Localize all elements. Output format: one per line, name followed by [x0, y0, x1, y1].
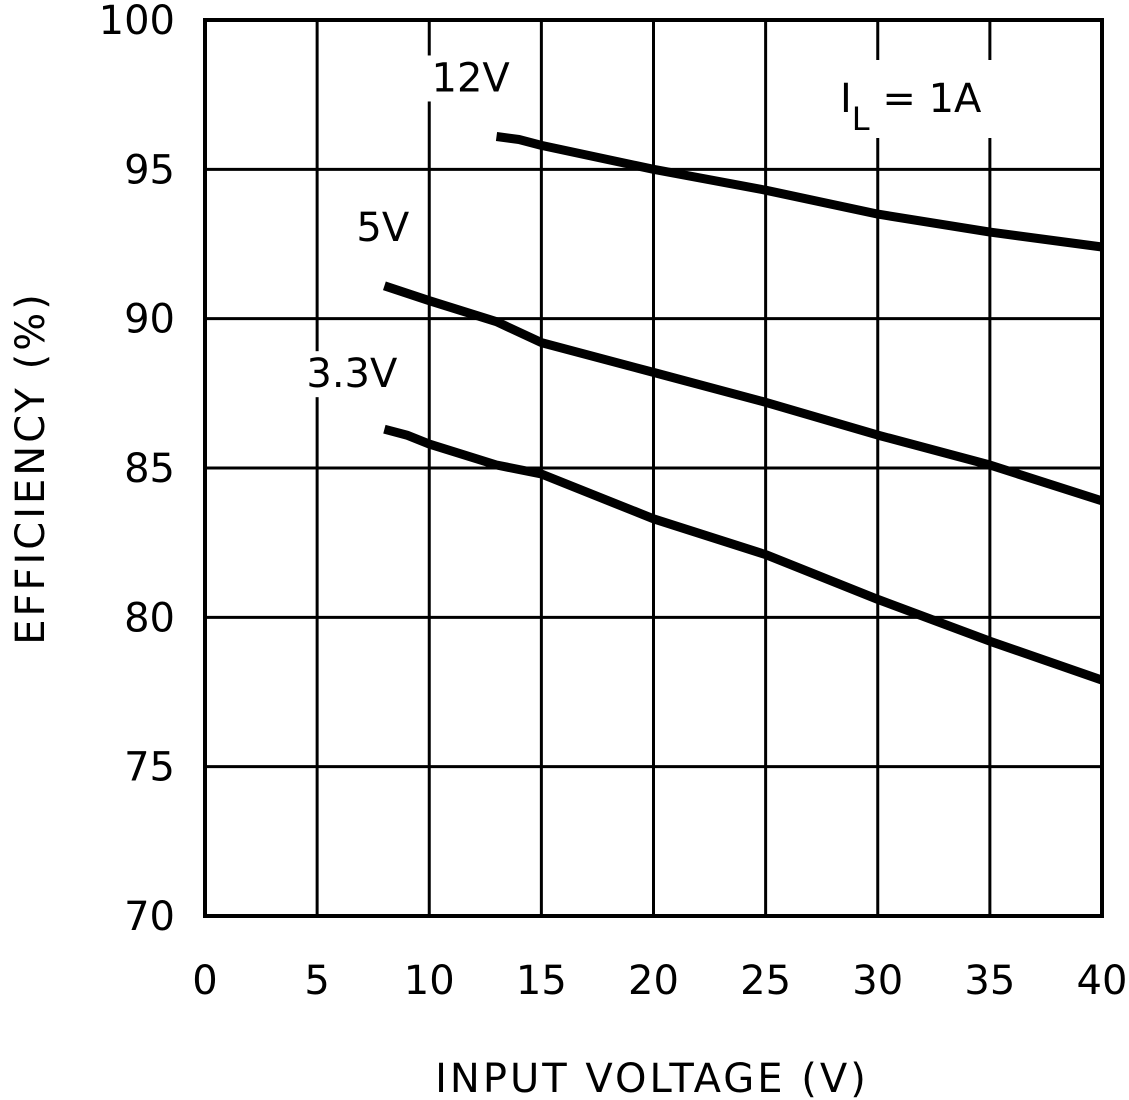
x-tick-label: 25: [740, 958, 791, 1004]
x-tick-label: 40: [1077, 958, 1128, 1004]
series-line-0: [495, 132, 1103, 252]
y-tick-labels: 70 75 80 85 90 95 100: [99, 0, 175, 940]
annotation-background: [828, 60, 1038, 138]
annotation-subscript: L: [852, 100, 870, 138]
annotation-symbol: I: [840, 76, 852, 122]
y-tick-label: 100: [99, 0, 175, 44]
series-labels: 12V 5V 3.3V: [301, 55, 512, 398]
x-tick-label: 30: [852, 958, 903, 1004]
x-tick-label: 5: [304, 958, 329, 1004]
x-tick-label: 20: [628, 958, 679, 1004]
annotation-value: = 1A: [870, 76, 982, 122]
series-line-2: [383, 424, 1104, 685]
series-label-background: [351, 204, 412, 251]
y-axis-title: EFFICIENCY (%): [8, 291, 54, 645]
series-label-background: [301, 351, 412, 398]
series-label-2: 3.3V: [306, 351, 398, 397]
series-label-1: 5V: [356, 205, 409, 251]
x-tick-label: 15: [516, 958, 567, 1004]
x-tick-label: 0: [192, 958, 217, 1004]
x-axis-title: INPUT VOLTAGE (V): [435, 1056, 869, 1100]
series-lines: [382, 132, 1104, 685]
plot-frame: [203, 18, 1104, 918]
x-tick-label: 35: [964, 958, 1015, 1004]
x-tick-label: 10: [404, 958, 455, 1004]
series-label-0: 12V: [432, 55, 511, 101]
x-tick-labels: 0 5 10 15 20 25 30 35 40: [192, 958, 1127, 1004]
y-tick-label: 85: [124, 446, 175, 492]
grid: [203, 18, 1104, 918]
y-tick-label: 75: [124, 745, 175, 791]
y-tick-label: 90: [124, 297, 175, 343]
load-current-annotation: IL = 1A: [840, 76, 982, 138]
series-line-1: [382, 281, 1104, 506]
y-tick-label: 70: [124, 894, 175, 940]
y-tick-label: 95: [124, 147, 175, 193]
y-tick-label: 80: [124, 595, 175, 641]
series-label-background: [426, 55, 512, 102]
